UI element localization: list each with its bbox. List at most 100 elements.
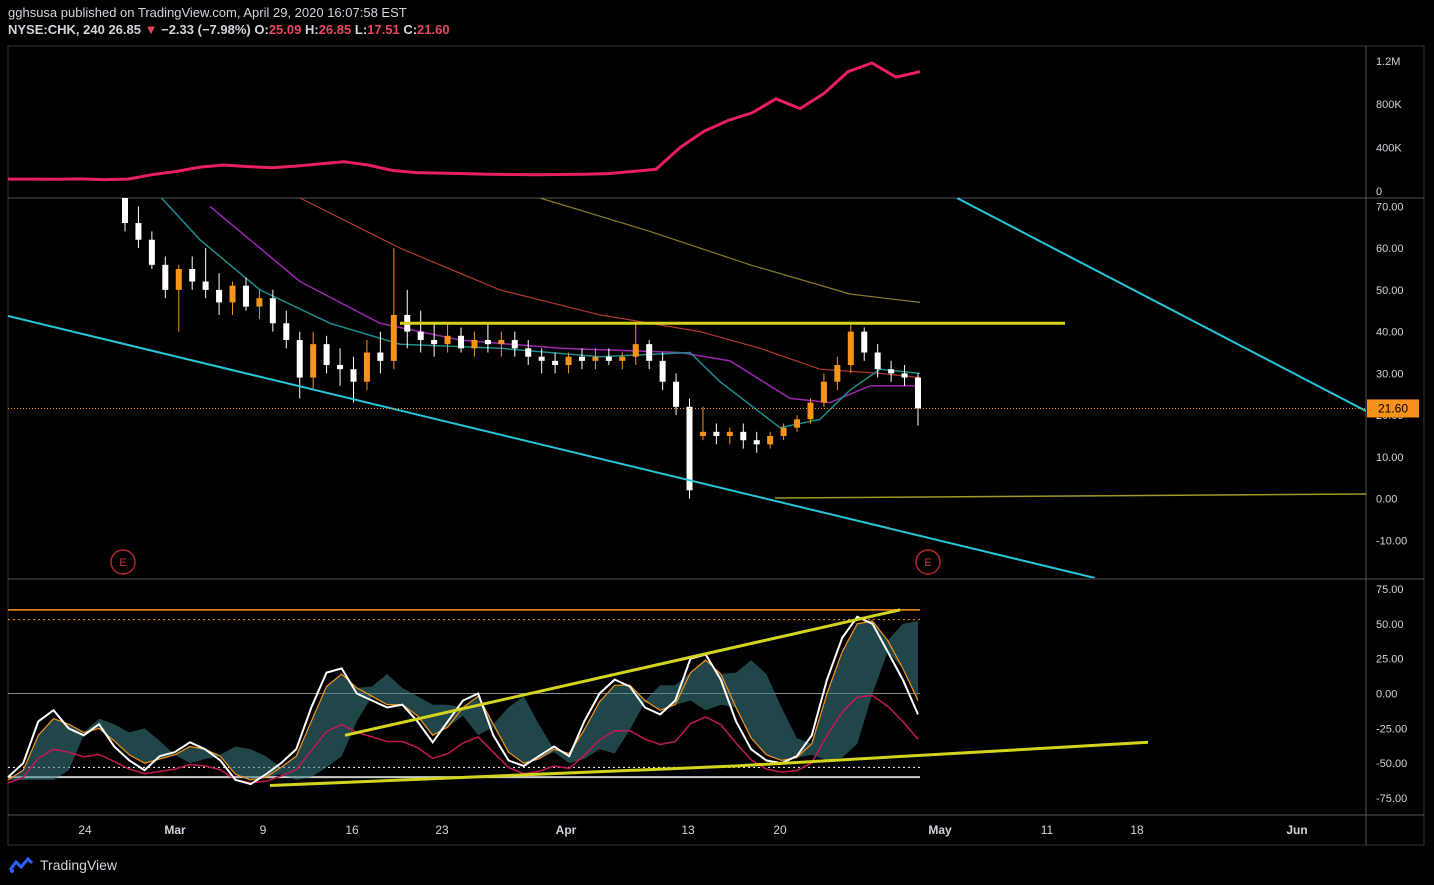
volume-line	[8, 61, 921, 182]
candle	[915, 373, 921, 426]
candle-body	[444, 335, 451, 345]
candle-body	[794, 419, 801, 428]
candle-body	[726, 431, 733, 437]
last-price: 26.85	[108, 22, 141, 37]
candle-body	[538, 356, 545, 361]
candle	[807, 398, 814, 424]
x-tick-label: Mar	[164, 823, 186, 837]
candle	[269, 289, 276, 332]
candle-body	[189, 268, 196, 282]
earnings-marker-circle	[915, 549, 941, 575]
price-tick-label: 0.00	[1376, 494, 1397, 506]
volume-tick-label: 400K	[1376, 143, 1402, 155]
candle	[713, 423, 720, 445]
earnings-marker: E	[110, 549, 136, 575]
x-tick-label: May	[928, 823, 952, 837]
candle-body	[632, 344, 639, 357]
high-label: H:	[304, 22, 319, 37]
candle	[834, 356, 841, 391]
open-value: 25.09	[268, 22, 302, 37]
earnings-marker-label: E	[119, 557, 126, 569]
chart-frame	[7, 45, 1425, 846]
candle	[511, 331, 518, 357]
volume-tick-label: 0	[1376, 186, 1382, 198]
candle	[646, 339, 653, 370]
candle	[444, 323, 451, 353]
ohlc-line: NYSE:CHK, 240 26.85 ▼ −2.33 (−7.98%) O:2…	[8, 21, 450, 38]
x-tick-label: Apr	[556, 823, 577, 837]
change-value: −2.33 (−7.98%)	[161, 22, 251, 37]
x-tick-label: 13	[681, 823, 695, 837]
osc-tick-label: -50.00	[1376, 758, 1407, 770]
candle-body	[417, 331, 424, 340]
candle-body	[323, 344, 330, 366]
open-label: O:	[254, 22, 269, 37]
candle-body	[659, 360, 666, 382]
high-value: 26.85	[318, 22, 352, 37]
last-price-badge	[1367, 399, 1419, 418]
candle-body	[484, 339, 491, 345]
osc-signal-red	[7, 694, 919, 784]
upper-trendline	[956, 198, 1366, 412]
candle	[229, 281, 236, 315]
candle-body	[699, 431, 706, 437]
candle	[686, 398, 693, 499]
candle-body	[605, 356, 612, 361]
ma-teal-line	[160, 198, 921, 429]
candle	[310, 331, 317, 391]
candle-body	[269, 298, 276, 324]
candle	[619, 352, 626, 370]
tradingview-logo[interactable]: TradingView	[8, 854, 117, 876]
tradingview-logo-icon	[8, 856, 34, 873]
candle	[216, 273, 223, 315]
x-tick-label: 11	[1041, 823, 1054, 837]
candle	[592, 348, 599, 370]
candle	[740, 423, 747, 449]
candle	[888, 360, 895, 382]
x-tick-label: 24	[78, 823, 92, 837]
close-value: 21.60	[417, 22, 450, 37]
candle	[753, 431, 760, 453]
candle	[242, 277, 249, 311]
osc-lower-trendline	[269, 764, 736, 788]
candle-body	[256, 298, 263, 307]
osc-upper-trendline	[344, 608, 901, 737]
earnings-marker-circle	[110, 549, 136, 575]
price-tick-label: 30.00	[1376, 368, 1404, 380]
osc-cloud	[8, 621, 918, 780]
candle	[323, 335, 330, 374]
x-tick-label: 16	[345, 823, 359, 837]
candle	[659, 352, 666, 391]
candle-body	[498, 339, 505, 345]
ma-purple-line	[209, 205, 920, 404]
candle-body	[673, 381, 680, 407]
candle	[820, 373, 827, 407]
candle	[847, 323, 854, 374]
candle	[726, 427, 733, 445]
last-price-badge-label: 21.60	[1378, 401, 1408, 415]
candle-body	[834, 365, 841, 382]
candle	[861, 327, 868, 361]
x-tick-label: 9	[260, 823, 267, 837]
candle	[363, 339, 370, 391]
osc-tick-label: -75.00	[1376, 793, 1407, 805]
lower-trendline	[8, 315, 1096, 578]
osc-extended-trendline	[734, 740, 1149, 768]
candle	[578, 348, 585, 370]
candle	[135, 206, 142, 249]
symbol-label[interactable]: NYSE:CHK, 240	[8, 22, 105, 37]
tradingview-brand: TradingView	[40, 857, 118, 873]
low-value: 17.51	[367, 22, 400, 37]
price-tick-label: 60.00	[1376, 243, 1404, 255]
candle-body	[874, 352, 881, 370]
candle-body	[767, 436, 774, 445]
earnings-marker: E	[915, 549, 941, 575]
candle	[605, 348, 612, 366]
axes: 24 Mar 9 16 23 Apr 13 20 May 11 18 Jun 1.2M 800K 400K 0…	[78, 56, 1419, 837]
candle-body	[552, 360, 559, 366]
low-label: L:	[354, 22, 368, 37]
candle-body	[807, 402, 814, 420]
candle	[377, 331, 384, 374]
